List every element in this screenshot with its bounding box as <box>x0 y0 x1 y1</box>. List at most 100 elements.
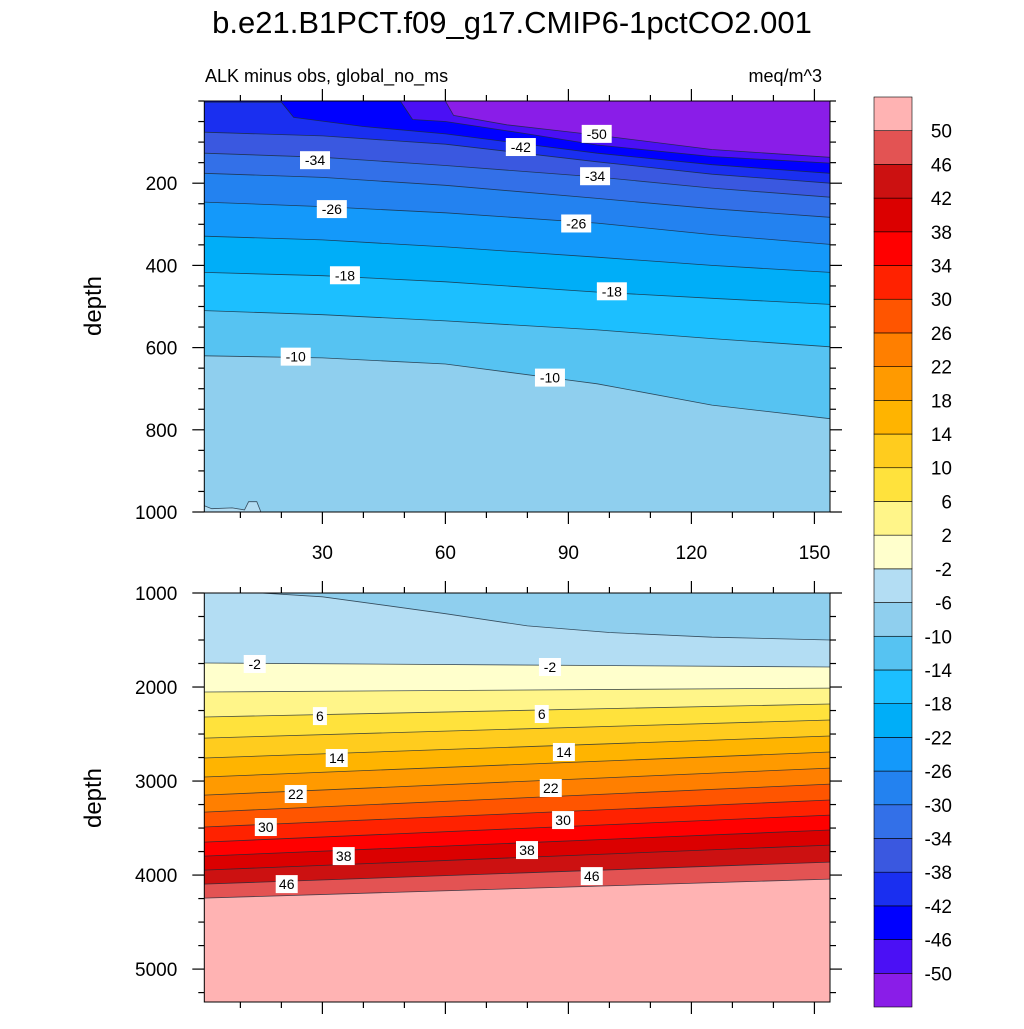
lower-panel: -2 -2 6 6 14 14 22 22 30 30 38 38 46 46 1000 2000 3000 40… <box>135 581 842 1014</box>
colorbar-label: 50 <box>931 122 952 143</box>
contour-label: -34 <box>585 168 605 184</box>
contour-label: 6 <box>538 706 546 722</box>
y-tick-label: 3000 <box>135 772 177 793</box>
contour-label-box <box>581 124 612 143</box>
contour-label: -26 <box>322 201 342 217</box>
colorbar-label: 18 <box>931 391 952 412</box>
colorbar-label: 2 <box>941 526 952 547</box>
contour-label-box <box>538 657 561 676</box>
colorbar-box <box>873 164 913 199</box>
contour-line-50 <box>204 878 831 899</box>
contour-label: 6 <box>316 708 324 724</box>
contour-line-34 <box>204 814 831 843</box>
contour-label-box <box>552 742 575 761</box>
colorbar-label: -26 <box>925 762 952 783</box>
contour-label: -10 <box>540 370 560 386</box>
contour-label: 22 <box>288 786 304 802</box>
contour-label-box <box>325 749 348 768</box>
y-tick-label: 600 <box>146 339 178 360</box>
colorbar-label: 30 <box>931 290 952 311</box>
contour-line-46 <box>204 861 831 885</box>
y-tick-label: 5000 <box>135 960 177 981</box>
plot-frame <box>203 592 831 1003</box>
colorbar-box <box>873 635 913 671</box>
y-axis-label-bottom: depth <box>80 768 107 828</box>
colorbar-label: -34 <box>925 829 953 850</box>
contour-line-6 <box>204 703 831 718</box>
colorbar-label: -6 <box>935 594 952 615</box>
colorbar-box <box>873 838 913 873</box>
colorbar-label: -46 <box>925 931 952 952</box>
contour-label-box <box>580 867 603 886</box>
contour-label: -2 <box>249 656 262 672</box>
contour-label: 22 <box>543 780 559 796</box>
colorbar-label: -18 <box>925 695 952 716</box>
colorbar-box <box>873 703 913 738</box>
contour-line--2 <box>204 662 831 668</box>
x-tick-label: 90 <box>558 543 579 564</box>
colorbar-label: 42 <box>931 189 952 210</box>
y-tick-label: 2000 <box>135 678 177 699</box>
contour-label: 30 <box>258 819 274 835</box>
colorbar-box <box>873 669 913 704</box>
x-tick-label: 60 <box>435 543 456 564</box>
contour-line--50 <box>204 101 831 158</box>
colorbar-label: 38 <box>931 223 952 244</box>
contour-label-box <box>332 847 355 866</box>
contour-lines <box>204 101 831 512</box>
colorbar-box <box>873 501 913 536</box>
upper-panel: -34 -42 -50 -34 -26 -26 -18 -18 -10 -10 30 60 90 120 1… <box>135 89 842 564</box>
colorbar-box <box>873 332 913 367</box>
colorbar-box <box>873 298 913 334</box>
subtitle-left: ALK minus obs, global_no_ms <box>205 66 448 87</box>
colorbar-box <box>873 96 913 132</box>
colorbar-box <box>873 534 913 570</box>
contour-line--6 <box>204 593 831 641</box>
colorbar-box <box>873 737 913 772</box>
y-tick-label: 1000 <box>135 584 177 605</box>
contour-label-box <box>284 785 307 804</box>
contour-label-box <box>275 875 298 894</box>
colorbar-box <box>873 568 913 603</box>
contour-label: 30 <box>555 812 571 828</box>
colorbar-label: -30 <box>925 796 952 817</box>
contour-label-box <box>329 266 360 285</box>
x-tick-label: 150 <box>799 543 831 564</box>
contour-label: -2 <box>544 659 557 675</box>
band-fill--10 <box>204 355 831 512</box>
band-fill-50 <box>204 879 831 1002</box>
contour-label: -10 <box>286 349 306 365</box>
contour-label: 38 <box>519 842 535 858</box>
colorbar-box <box>873 231 913 266</box>
y-tick-label: 1000 <box>135 503 177 524</box>
colorbar-box <box>873 770 913 806</box>
contour-label-box <box>596 282 627 301</box>
contour-label-box <box>539 779 562 798</box>
colorbar-box <box>873 400 913 435</box>
colorbar-label: -50 <box>925 964 952 985</box>
contour-line-18 <box>204 751 831 778</box>
colorbar-label: -14 <box>925 661 953 682</box>
contour-line--22 <box>204 235 831 273</box>
contour-label: -26 <box>566 215 586 231</box>
contour-label: -42 <box>511 139 531 155</box>
y-tick-label: 4000 <box>135 866 177 887</box>
colorbar: -50-46-42-38-34-30-26-22-18-14-10-6-2261… <box>873 96 953 1008</box>
colorbar-box <box>873 905 913 940</box>
colorbar-label: -38 <box>925 863 952 884</box>
contour-fills <box>204 101 831 512</box>
colorbar-box <box>873 433 913 469</box>
colorbar-box <box>873 197 913 233</box>
colorbar-label: -22 <box>925 728 952 749</box>
contour-label-box <box>280 347 311 366</box>
contour-label-box <box>534 368 565 387</box>
contour-label: 14 <box>556 744 572 760</box>
contour-label: 46 <box>279 876 295 892</box>
colorbar-label: 10 <box>931 459 952 480</box>
contour-label: -34 <box>305 152 325 168</box>
contour-label-box <box>312 707 327 726</box>
contour-label-box <box>243 654 266 673</box>
contour-line--30 <box>204 172 831 218</box>
chart-title: b.e21.B1PCT.f09_g17.CMIP6-1pctCO2.001 <box>212 5 812 40</box>
colorbar-label: 6 <box>941 492 952 513</box>
